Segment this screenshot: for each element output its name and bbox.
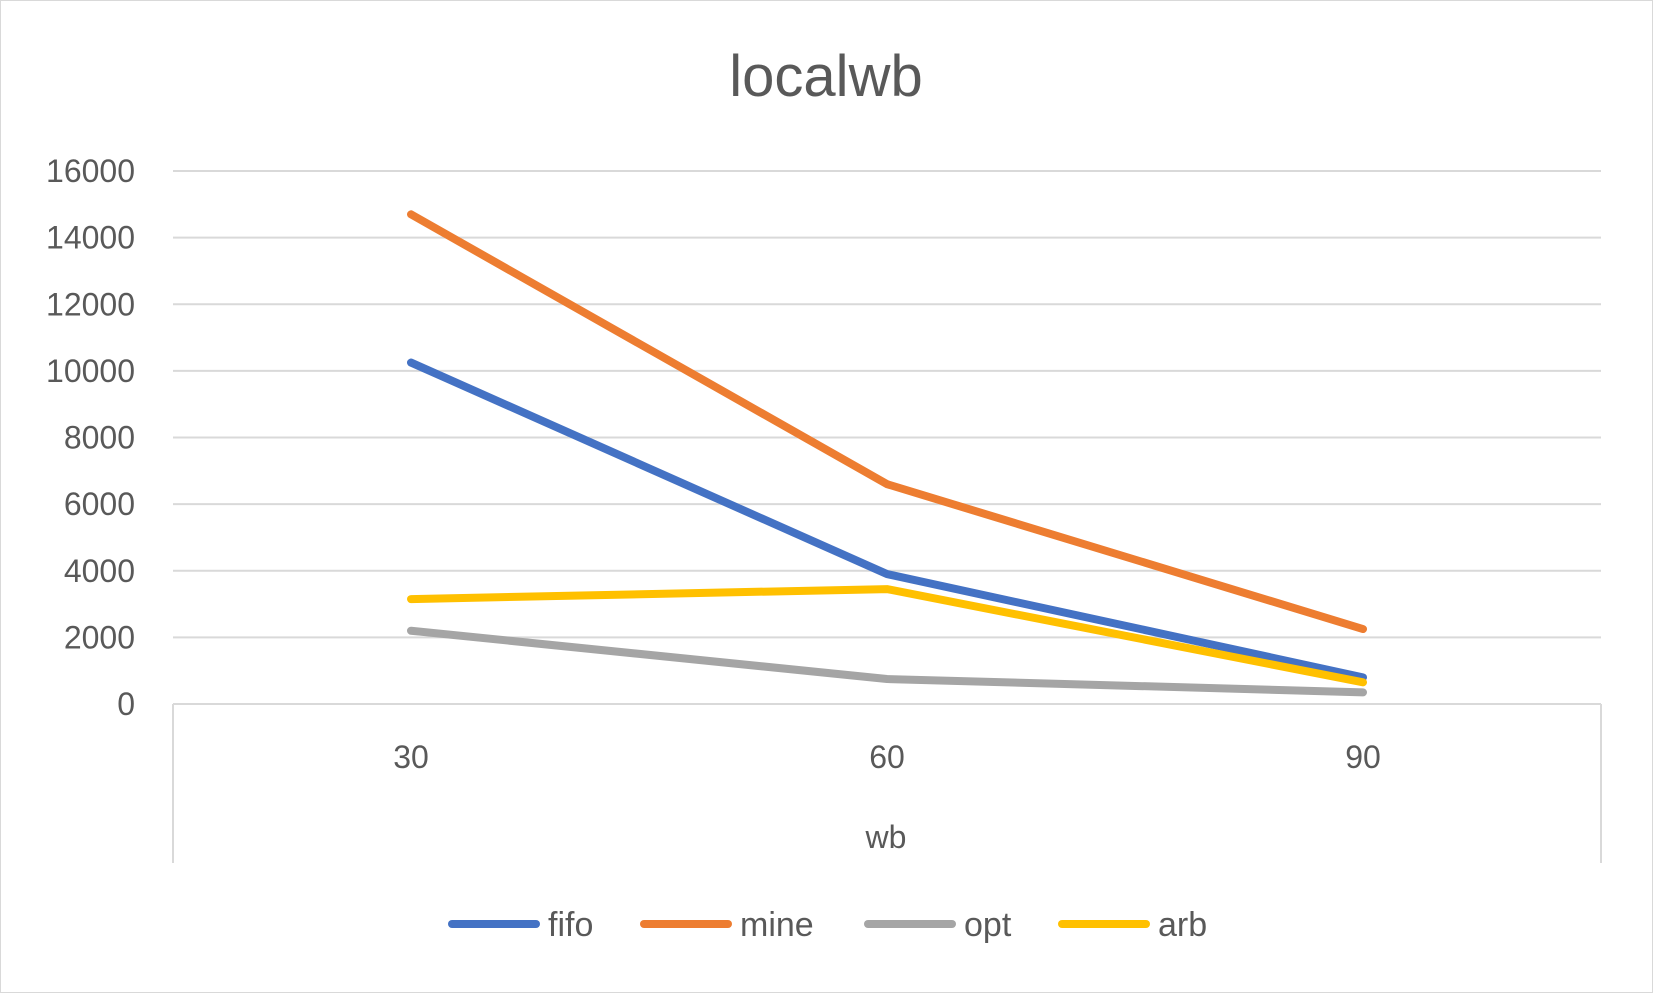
series-line-fifo: [407, 358, 1367, 682]
y-tick-label: 10000: [46, 353, 135, 389]
legend-label-opt: opt: [964, 906, 1012, 944]
y-tick-label: 6000: [64, 486, 135, 522]
legend-label-arb: arb: [1158, 906, 1207, 944]
chart-title: localwb: [729, 44, 922, 109]
x-axis-tick-labels: 30 60 90: [393, 739, 1381, 775]
x-tick-label: 90: [1345, 739, 1381, 775]
series-lines: [407, 210, 1367, 697]
y-tick-label: 2000: [64, 619, 135, 655]
legend-label-mine: mine: [740, 906, 814, 944]
gridlines: [173, 170, 1601, 639]
y-tick-label: 16000: [46, 153, 135, 189]
series-line-arb: [407, 585, 1367, 687]
legend: fifo mine opt arb: [448, 906, 1207, 944]
x-tick-label: 60: [869, 739, 905, 775]
series-line-mine: [407, 210, 1367, 634]
x-axis-title: wb: [865, 819, 907, 855]
axes: [172, 703, 1602, 863]
y-tick-label: 8000: [64, 420, 135, 456]
y-tick-label: 4000: [64, 553, 135, 589]
x-tick-label: 30: [393, 739, 429, 775]
legend-label-fifo: fifo: [548, 906, 593, 944]
y-tick-label: 14000: [46, 220, 135, 256]
series-line-opt: [407, 626, 1367, 697]
y-tick-label: 12000: [46, 286, 135, 322]
y-tick-label: 0: [117, 686, 135, 722]
y-axis-tick-labels: 0 2000 4000 6000 8000 10000 12000 14000 16000: [46, 153, 135, 722]
